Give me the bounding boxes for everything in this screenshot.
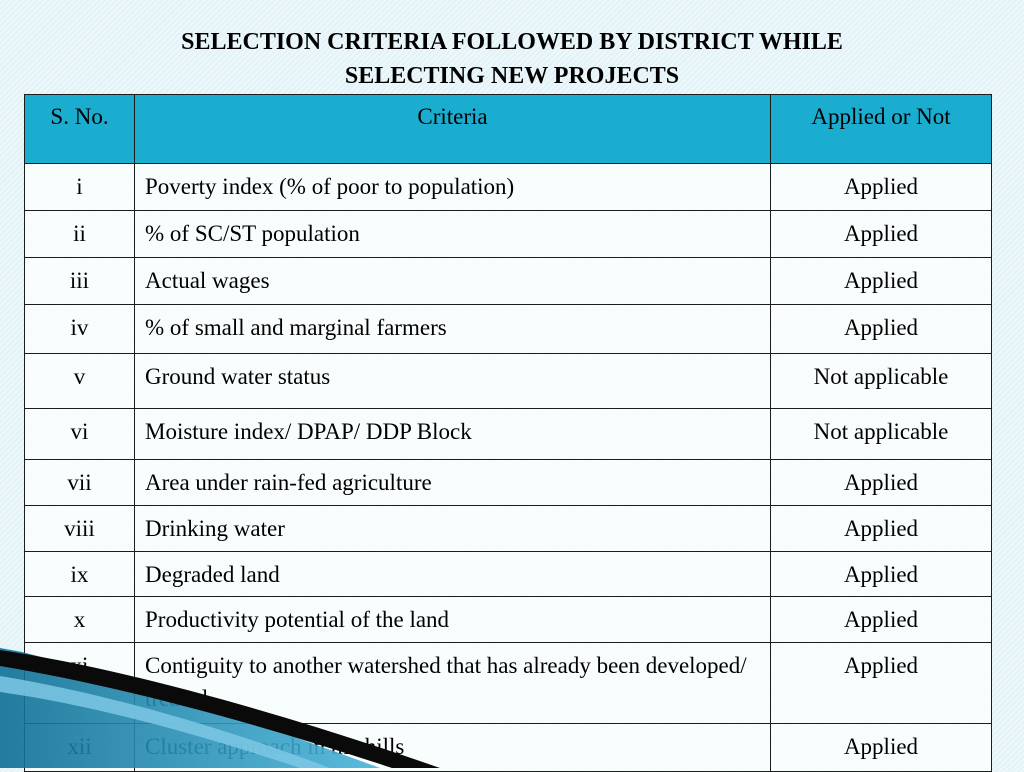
- status-cell: Not applicable: [770, 353, 992, 409]
- status-cell: Applied: [770, 642, 992, 724]
- serial-number-cell: iii: [24, 257, 135, 305]
- status-cell: Applied: [770, 304, 992, 354]
- serial-number-cell: v: [24, 353, 135, 409]
- serial-number-cell: ii: [24, 210, 135, 258]
- header-applied-or-not: Applied or Not: [770, 94, 992, 164]
- serial-number-cell: vii: [24, 459, 135, 506]
- status-cell: Applied: [770, 210, 992, 258]
- slide-title: SELECTION CRITERIA FOLLOWED BY DISTRICT …: [0, 25, 1024, 93]
- criteria-cell: Drinking water: [134, 505, 771, 552]
- table-row: xii Cluster approach in the hills Applie…: [24, 723, 992, 772]
- table-row: i Poverty index (% of poor to population…: [24, 163, 992, 211]
- criteria-cell: Actual wages: [134, 257, 771, 305]
- criteria-cell: Degraded land: [134, 551, 771, 597]
- status-cell: Not applicable: [770, 408, 992, 460]
- table-row: x Productivity potential of the land App…: [24, 596, 992, 643]
- criteria-cell: % of small and marginal farmers: [134, 304, 771, 354]
- status-cell: Applied: [770, 163, 992, 211]
- serial-number-cell: vi: [24, 408, 135, 460]
- status-cell: Applied: [770, 723, 992, 772]
- status-cell: Applied: [770, 551, 992, 597]
- slide-title-line-1: SELECTION CRITERIA FOLLOWED BY DISTRICT …: [181, 29, 843, 55]
- table-row: viii Drinking water Applied: [24, 505, 992, 552]
- serial-number-cell: ix: [24, 551, 135, 597]
- serial-number-cell: i: [24, 163, 135, 211]
- serial-number-cell: iv: [24, 304, 135, 354]
- criteria-cell: % of SC/ST population: [134, 210, 771, 258]
- criteria-cell: Cluster approach in the hills: [134, 723, 771, 772]
- status-cell: Applied: [770, 257, 992, 305]
- slide-title-line-2: SELECTING NEW PROJECTS: [344, 63, 680, 89]
- serial-number-cell: x: [24, 596, 135, 643]
- table-row: v Ground water status Not applicable: [24, 353, 992, 409]
- header-criteria: Criteria: [134, 94, 771, 164]
- criteria-cell: Area under rain-fed agriculture: [134, 459, 771, 506]
- table-header-row: S. No. Criteria Applied or Not: [24, 94, 992, 164]
- table-row: vii Area under rain-fed agriculture Appl…: [24, 459, 992, 506]
- table-row: iv % of small and marginal farmers Appli…: [24, 304, 992, 354]
- table-row: vi Moisture index/ DPAP/ DDP Block Not a…: [24, 408, 992, 460]
- criteria-cell: Moisture index/ DPAP/ DDP Block: [134, 408, 771, 460]
- status-cell: Applied: [770, 596, 992, 643]
- criteria-cell: Ground water status: [134, 353, 771, 409]
- serial-number-cell: viii: [24, 505, 135, 552]
- status-cell: Applied: [770, 459, 992, 506]
- serial-number-cell: xi: [24, 642, 135, 724]
- status-cell: Applied: [770, 505, 992, 552]
- criteria-cell: Productivity potential of the land: [134, 596, 771, 643]
- table-row: iii Actual wages Applied: [24, 257, 992, 305]
- table-row: ix Degraded land Applied: [24, 551, 992, 597]
- criteria-table: S. No. Criteria Applied or Not i Poverty…: [24, 94, 992, 772]
- criteria-cell: Contiguity to another watershed that has…: [134, 642, 771, 724]
- table-row: xi Contiguity to another watershed that …: [24, 642, 992, 724]
- serial-number-cell: xii: [24, 723, 135, 772]
- header-serial-number: S. No.: [24, 94, 135, 164]
- table-row: ii % of SC/ST population Applied: [24, 210, 992, 258]
- criteria-cell: Poverty index (% of poor to population): [134, 163, 771, 211]
